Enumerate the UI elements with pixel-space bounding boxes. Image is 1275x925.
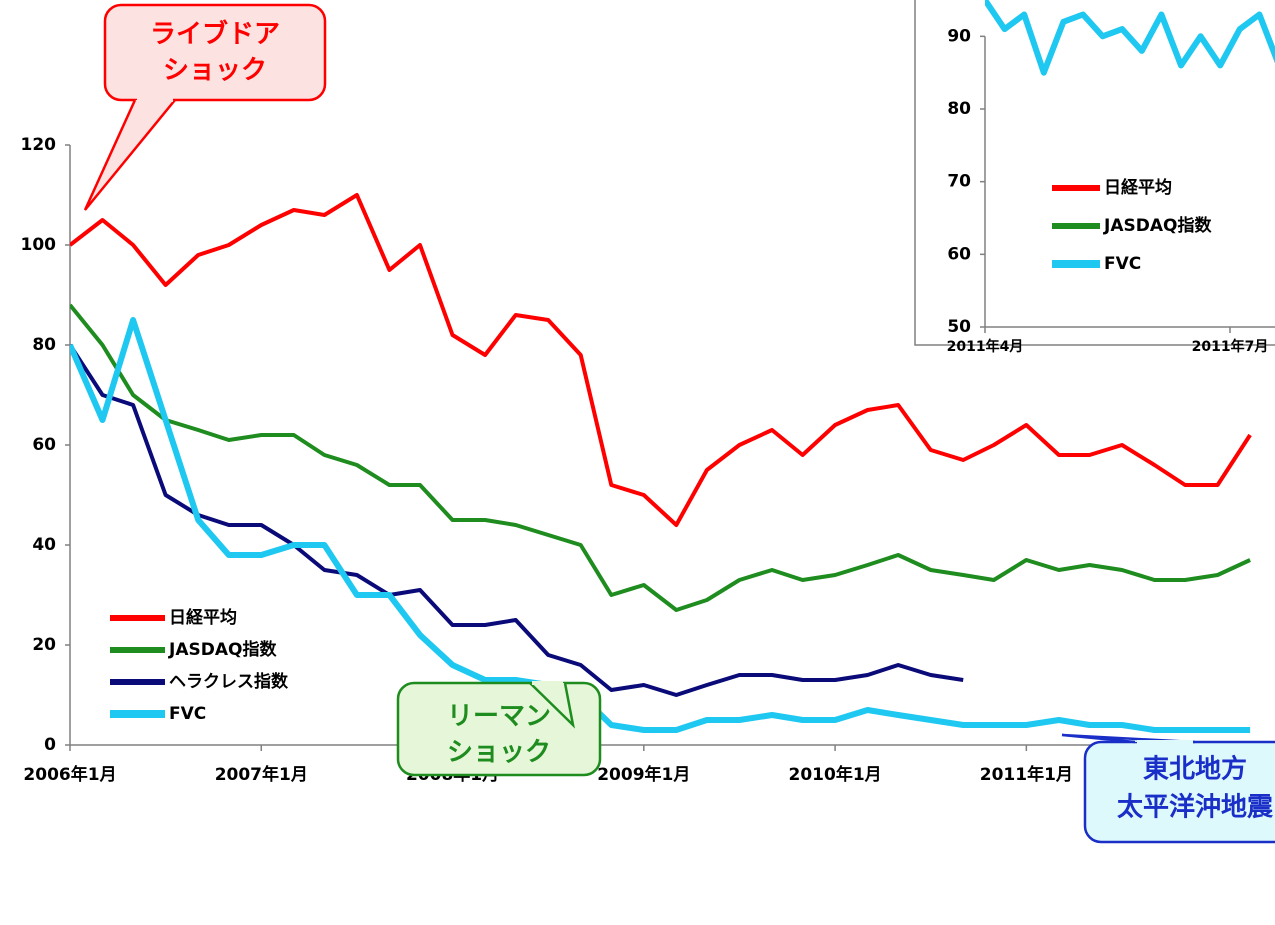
x-tick-label: 2011年4月 [947, 338, 1024, 355]
y-tick-label: 40 [32, 535, 56, 555]
callout-text: ショック [447, 738, 551, 768]
legend-label: FVC [169, 704, 206, 724]
legend-label: ヘラクレス指数 [169, 671, 289, 692]
callout-text: 東北地方 [1143, 754, 1247, 785]
series-line [70, 343, 964, 697]
y-tick-label: 100 [21, 235, 57, 255]
y-tick-label: 60 [32, 435, 56, 455]
x-tick-label: 2010年1月 [789, 764, 882, 785]
series-line [70, 193, 1252, 527]
callout-text: ライブドア [150, 19, 280, 50]
legend-label: JASDAQ指数 [1103, 215, 1212, 236]
series-line [70, 303, 1251, 612]
plot-area [985, 0, 1275, 76]
y-tick-label: 0 [44, 735, 56, 755]
callout-text: リーマン [447, 702, 551, 732]
inset-chart: 50 60 70 80 90 2011年4月 2011年7月 日経平均 JASDAQ指数 FVC [914, 0, 1275, 355]
y-tick-label: 90 [947, 26, 971, 46]
y-tick-label: 80 [32, 335, 56, 355]
legend-label: 日経平均 [1104, 177, 1172, 198]
x-tick-label: 2006年1月 [23, 764, 116, 785]
callout-box [396, 681, 602, 777]
y-tick-label: 70 [947, 172, 971, 192]
legend-label: 日経平均 [169, 607, 237, 628]
x-tick-label: 2011年1月 [980, 764, 1073, 785]
callout-tail [83, 99, 176, 211]
callout-text: ショック [163, 56, 267, 86]
y-tick-label: 120 [21, 135, 57, 155]
callout-text: 太平洋沖地震 [1117, 792, 1274, 823]
series-line [985, 0, 1275, 76]
legend-label: JASDAQ指数 [168, 639, 277, 660]
x-tick-label: 2011年7月 [1192, 338, 1269, 355]
legend-label: FVC [1104, 254, 1141, 274]
callout-box [103, 3, 327, 102]
callout-tail [529, 682, 575, 729]
y-tick-label: 80 [947, 99, 971, 119]
series-line [70, 317, 1251, 733]
x-tick-label: 2007年1月 [215, 764, 308, 785]
y-tick-label: 50 [947, 317, 971, 337]
y-tick-label: 60 [947, 244, 971, 264]
plot-area [70, 193, 1252, 733]
x-tick-label: 2009年1月 [597, 764, 690, 785]
y-tick-label: 20 [32, 635, 56, 655]
